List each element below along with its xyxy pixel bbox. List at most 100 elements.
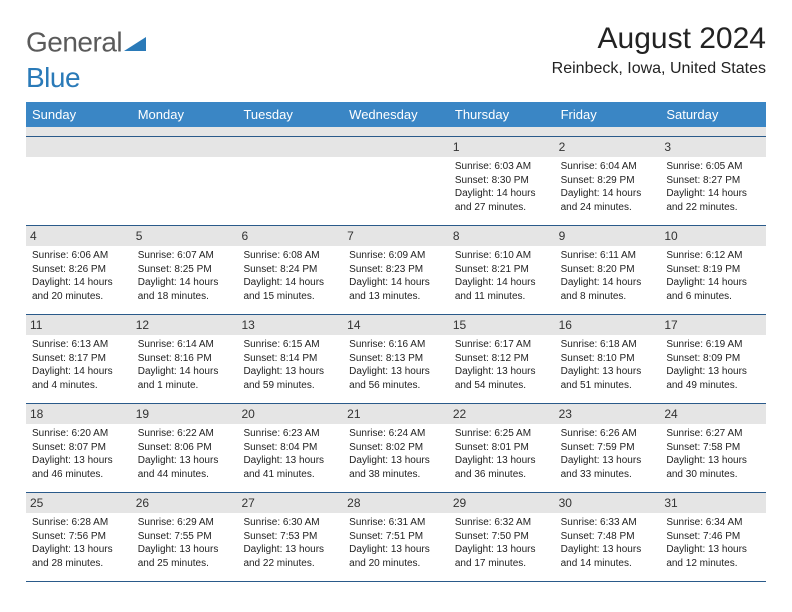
- day-cell: 23Sunrise: 6:26 AMSunset: 7:59 PMDayligh…: [555, 404, 661, 492]
- day-number: 23: [555, 404, 661, 424]
- day-text: Sunrise: 6:28 AMSunset: 7:56 PMDaylight:…: [30, 516, 128, 570]
- day-number: 26: [132, 493, 238, 513]
- day-number: 1: [449, 137, 555, 157]
- day-text: Sunrise: 6:15 AMSunset: 8:14 PMDaylight:…: [241, 338, 339, 392]
- week-row: 4 Sunrise: 6:06 AMSunset: 8:26 PMDaylight…: [26, 226, 766, 315]
- day-text: Sunrise: 6:05 AMSunset: 8:27 PMDaylight:…: [664, 160, 762, 214]
- day-text: Sunrise: 6:22 AMSunset: 8:06 PMDaylight:…: [136, 427, 234, 481]
- header-cell-saturday: Saturday: [660, 102, 766, 127]
- header-cell-sunday: Sunday: [26, 102, 132, 127]
- day-cell: 1 Sunrise: 6:03 AMSunset: 8:30 PMDaylight…: [449, 137, 555, 225]
- day-number: 14: [343, 315, 449, 335]
- day-number: 10: [660, 226, 766, 246]
- day-cell: 22Sunrise: 6:25 AMSunset: 8:01 PMDayligh…: [449, 404, 555, 492]
- week-row: 25 Sunrise: 6:28 AMSunset: 7:56 PMDayligh…: [26, 493, 766, 582]
- logo-triangle-icon: [124, 26, 146, 58]
- day-text: Sunrise: 6:16 AMSunset: 8:13 PMDaylight:…: [347, 338, 445, 392]
- day-text: Sunrise: 6:11 AMSunset: 8:20 PMDaylight:…: [559, 249, 657, 303]
- day-text: Sunrise: 6:34 AMSunset: 7:46 PMDaylight:…: [664, 516, 762, 570]
- day-number: 29: [449, 493, 555, 513]
- day-cell: 24 Sunrise: 6:27 AMSunset: 7:58 PMDayligh…: [660, 404, 766, 492]
- day-number: 2: [555, 137, 661, 157]
- day-cell: 27 Sunrise: 6:30 AMSunset: 7:53 PMDayligh…: [237, 493, 343, 581]
- day-text: Sunrise: 6:03 AMSunset: 8:30 PMDaylight:…: [453, 160, 551, 214]
- day-cell: [26, 137, 132, 225]
- day-text: Sunrise: 6:23 AMSunset: 8:04 PMDaylight:…: [241, 427, 339, 481]
- day-text: Sunrise: 6:18 AMSunset: 8:10 PMDaylight:…: [559, 338, 657, 392]
- logo-word1: General: [26, 26, 122, 57]
- day-text: Sunrise: 6:04 AMSunset: 8:29 PMDaylight:…: [559, 160, 657, 214]
- day-text: Sunrise: 6:06 AMSunset: 8:26 PMDaylight:…: [30, 249, 128, 303]
- day-number: 7: [343, 226, 449, 246]
- day-number: 11: [26, 315, 132, 335]
- day-cell: 15 Sunrise: 6:17 AMSunset: 8:12 PMDayligh…: [449, 315, 555, 403]
- day-number: [343, 137, 449, 157]
- day-text: Sunrise: 6:31 AMSunset: 7:51 PMDaylight:…: [347, 516, 445, 570]
- day-text: Sunrise: 6:27 AMSunset: 7:58 PMDaylight:…: [664, 427, 762, 481]
- day-cell: [343, 137, 449, 225]
- day-cell: 7Sunrise: 6:09 AMSunset: 8:23 PMDaylight…: [343, 226, 449, 314]
- calendar-header-row: SundayMondayTuesdayWednesdayThursdayFrid…: [26, 102, 766, 127]
- day-text: Sunrise: 6:12 AMSunset: 8:19 PMDaylight:…: [664, 249, 762, 303]
- day-text: Sunrise: 6:13 AMSunset: 8:17 PMDaylight:…: [30, 338, 128, 392]
- day-number: 19: [132, 404, 238, 424]
- day-cell: 29 Sunrise: 6:32 AMSunset: 7:50 PMDayligh…: [449, 493, 555, 581]
- day-number: 24: [660, 404, 766, 424]
- day-number: 15: [449, 315, 555, 335]
- page-title: August 2024: [598, 22, 766, 56]
- day-cell: 31 Sunrise: 6:34 AMSunset: 7:46 PMDayligh…: [660, 493, 766, 581]
- day-number: 4: [26, 226, 132, 246]
- location-label: Reinbeck, Iowa, United States: [552, 60, 766, 78]
- day-cell: 21 Sunrise: 6:24 AMSunset: 8:02 PMDayligh…: [343, 404, 449, 492]
- day-number: 25: [26, 493, 132, 513]
- day-text: Sunrise: 6:17 AMSunset: 8:12 PMDaylight:…: [453, 338, 551, 392]
- day-text: Sunrise: 6:14 AMSunset: 8:16 PMDaylight:…: [136, 338, 234, 392]
- day-number: 27: [237, 493, 343, 513]
- header-cell-friday: Friday: [555, 102, 661, 127]
- day-number: [132, 137, 238, 157]
- day-number: 8: [449, 226, 555, 246]
- day-number: 12: [132, 315, 238, 335]
- day-text: Sunrise: 6:32 AMSunset: 7:50 PMDaylight:…: [453, 516, 551, 570]
- week-row: 18 Sunrise: 6:20 AMSunset: 8:07 PMDayligh…: [26, 404, 766, 493]
- day-cell: 11 Sunrise: 6:13 AMSunset: 8:17 PMDayligh…: [26, 315, 132, 403]
- day-cell: 2 Sunrise: 6:04 AMSunset: 8:29 PMDaylight…: [555, 137, 661, 225]
- day-number: 6: [237, 226, 343, 246]
- day-number: [237, 137, 343, 157]
- logo: General Blue: [26, 26, 146, 94]
- day-number: 13: [237, 315, 343, 335]
- day-number: 28: [343, 493, 449, 513]
- day-cell: 4 Sunrise: 6:06 AMSunset: 8:26 PMDaylight…: [26, 226, 132, 314]
- week-row: 1 Sunrise: 6:03 AMSunset: 8:30 PMDaylight…: [26, 137, 766, 226]
- day-cell: 18 Sunrise: 6:20 AMSunset: 8:07 PMDayligh…: [26, 404, 132, 492]
- day-text: Sunrise: 6:07 AMSunset: 8:25 PMDaylight:…: [136, 249, 234, 303]
- day-number: 30: [555, 493, 661, 513]
- day-text: Sunrise: 6:29 AMSunset: 7:55 PMDaylight:…: [136, 516, 234, 570]
- day-text: Sunrise: 6:24 AMSunset: 8:02 PMDaylight:…: [347, 427, 445, 481]
- day-number: 31: [660, 493, 766, 513]
- day-number: 20: [237, 404, 343, 424]
- day-text: Sunrise: 6:20 AMSunset: 8:07 PMDaylight:…: [30, 427, 128, 481]
- day-cell: 16 Sunrise: 6:18 AMSunset: 8:10 PMDayligh…: [555, 315, 661, 403]
- day-cell: 17Sunrise: 6:19 AMSunset: 8:09 PMDayligh…: [660, 315, 766, 403]
- header-cell-thursday: Thursday: [449, 102, 555, 127]
- day-number: 21: [343, 404, 449, 424]
- header-cell-wednesday: Wednesday: [343, 102, 449, 127]
- day-text: Sunrise: 6:30 AMSunset: 7:53 PMDaylight:…: [241, 516, 339, 570]
- day-cell: 14 Sunrise: 6:16 AMSunset: 8:13 PMDayligh…: [343, 315, 449, 403]
- day-number: 9: [555, 226, 661, 246]
- day-text: Sunrise: 6:25 AMSunset: 8:01 PMDaylight:…: [453, 427, 551, 481]
- day-cell: 12 Sunrise: 6:14 AMSunset: 8:16 PMDayligh…: [132, 315, 238, 403]
- day-cell: [132, 137, 238, 225]
- day-text: Sunrise: 6:10 AMSunset: 8:21 PMDaylight:…: [453, 249, 551, 303]
- logo-word2: Blue: [26, 62, 80, 93]
- day-cell: [237, 137, 343, 225]
- day-number: [26, 137, 132, 157]
- day-cell: 26 Sunrise: 6:29 AMSunset: 7:55 PMDayligh…: [132, 493, 238, 581]
- week-row: 11 Sunrise: 6:13 AMSunset: 8:17 PMDayligh…: [26, 315, 766, 404]
- day-cell: 8 Sunrise: 6:10 AMSunset: 8:21 PMDaylight…: [449, 226, 555, 314]
- day-cell: 3Sunrise: 6:05 AMSunset: 8:27 PMDaylight…: [660, 137, 766, 225]
- day-number: 16: [555, 315, 661, 335]
- day-number: 18: [26, 404, 132, 424]
- day-number: 17: [660, 315, 766, 335]
